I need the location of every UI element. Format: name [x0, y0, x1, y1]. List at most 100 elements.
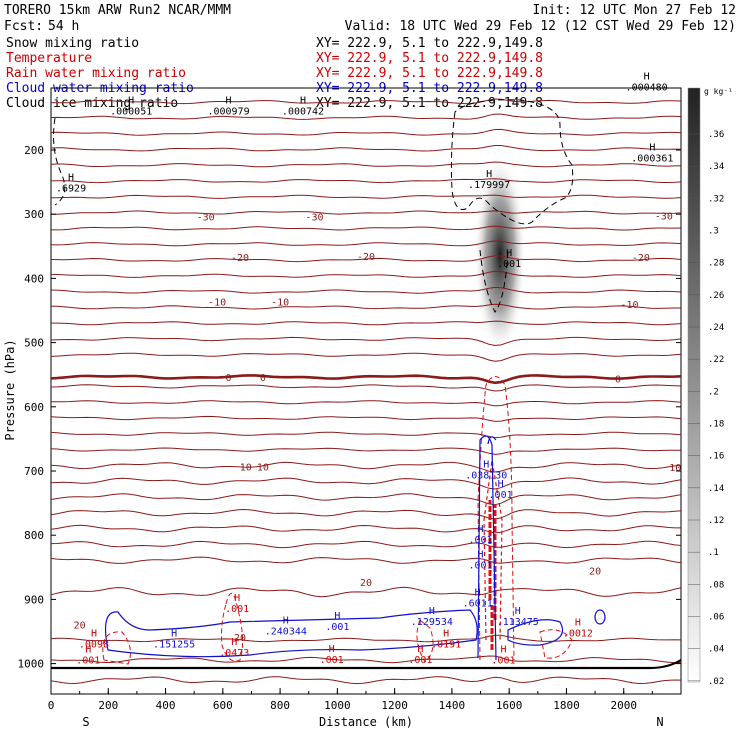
x-tick-label: 800 [270, 699, 290, 712]
y-tick-label: 300 [24, 208, 44, 221]
isotherm-line [50, 524, 681, 534]
south-marker: S [82, 715, 89, 729]
maximum-marker: H [500, 645, 506, 656]
maximum-marker: H [329, 644, 335, 655]
maximum-marker: H [506, 248, 512, 259]
isotherm-label: -20 [632, 253, 650, 264]
isotherm-line [50, 508, 682, 520]
x-tick-label: 400 [156, 699, 176, 712]
contour-labels: -30 -30 -30 -20 -20 -20 -10 -10 -10 0 0 0 10 10 10 20 20… [56, 71, 681, 666]
isotherm-line [50, 336, 682, 347]
maximum-value-label: .001 [468, 535, 492, 546]
isotherm-label: 20 [589, 566, 601, 577]
isotherm-line [50, 286, 682, 294]
y-tick-label: 600 [24, 401, 44, 414]
x-axis-title: Distance (km) [319, 715, 413, 729]
maximum-value-label: .000051 [110, 107, 152, 118]
isotherm-label: 20 [74, 620, 86, 631]
isotherm-label: -10 [620, 300, 638, 311]
isotherm-line [50, 431, 682, 439]
field-snow-name: Snow mixing ratio [6, 36, 139, 51]
y-tick-label: 200 [24, 144, 44, 157]
isotherm-line [50, 655, 682, 664]
isotherm-line [50, 352, 682, 362]
field-rain-name: Rain water mixing ratio [6, 66, 186, 81]
isotherm-label: 20 [234, 633, 246, 644]
x-tick-label: 1600 [496, 699, 523, 712]
y-tick-label: 900 [24, 593, 44, 606]
maximum-value-label: .001 [491, 656, 515, 667]
y-axis-title: Pressure (hPa) [3, 339, 17, 440]
field-rain-xy: XY= 222.9, 5.1 to 222.9,149.8 [316, 66, 543, 81]
cloud-ice-contour [479, 249, 509, 313]
maximum-value-label: .6929 [56, 184, 86, 195]
maximum-marker: H [644, 71, 650, 82]
maximum-value-label: .113475 [497, 617, 539, 628]
maximum-value-label: .000742 [282, 107, 324, 118]
cloud-ice-contour [450, 99, 574, 225]
maximum-value-label: .001 [468, 561, 492, 572]
colorbar-tick-label: .26 [708, 291, 724, 301]
maximum-marker: H [486, 169, 492, 180]
maximum-marker: H [475, 587, 481, 598]
rain-water-contour [102, 631, 131, 665]
isotherm-line [50, 556, 682, 564]
isotherm-line [51, 303, 681, 310]
cloud-water-contour [594, 609, 606, 625]
isotherm-line [50, 374, 682, 385]
maximum-value-label: .0012 [563, 629, 593, 640]
north-marker: N [656, 715, 663, 729]
y-tick-label: 500 [24, 337, 44, 350]
colorbar-tick-label: .02 [708, 677, 724, 687]
isotherm-label: 0 [226, 373, 232, 384]
maximum-marker: H [483, 460, 489, 471]
isotherm-label: 0 [615, 374, 621, 385]
isotherm-line [50, 477, 682, 490]
maximum-value-label: .0098 [79, 640, 109, 651]
isotherm-line [50, 461, 682, 473]
field-snow-xy: XY= 222.9, 5.1 to 222.9,149.8 [316, 36, 543, 51]
isotherm-line [50, 270, 682, 278]
isotherm-label: 0 [260, 373, 266, 384]
colorbar [687, 87, 701, 683]
colorbar-tick-label: .08 [708, 580, 724, 590]
forecast-label: Fcst: [4, 19, 43, 34]
isotherm-line [50, 255, 682, 263]
cloud-water-contour [507, 619, 564, 646]
isotherm-label: 10 [669, 463, 681, 474]
maximum-marker: H [85, 645, 91, 656]
init-time: Init: 12 UTC Mon 27 Feb 12 [533, 3, 737, 18]
isotherm-line [50, 225, 682, 231]
colorbar-tick-label: .18 [708, 420, 724, 430]
x-tick-label: 1200 [381, 699, 408, 712]
maximum-value-label: .240344 [265, 627, 307, 638]
ground-line [51, 659, 682, 670]
isotherm-line [51, 194, 682, 199]
maximum-marker: H [443, 629, 449, 640]
rain-water-contour [477, 376, 515, 661]
maximum-marker: H [300, 96, 306, 107]
isotherm-line [50, 676, 682, 685]
colorbar-unit: g kg⁻¹ [704, 87, 733, 96]
x-tick-label: 600 [213, 699, 233, 712]
x-tick-label: 2000 [610, 699, 637, 712]
x-tick-label: 1800 [553, 699, 580, 712]
maximum-value-label: .001 [489, 490, 513, 501]
maximum-marker: H [429, 606, 435, 617]
maximum-value-label: .001 [225, 604, 249, 615]
isotherm-line [50, 447, 682, 455]
maximum-value-label: .179997 [468, 180, 510, 191]
maximum-marker: H [478, 550, 484, 561]
colorbar-tick-label: .16 [708, 452, 724, 462]
cloud-water-contour [477, 435, 497, 661]
maximum-value-label: .000480 [626, 82, 668, 93]
maximum-marker: H [575, 618, 581, 629]
isotherm-group [50, 98, 682, 685]
y-tick-label: 1000 [18, 658, 45, 671]
maximum-value-label: .001 [76, 656, 100, 667]
valid-time: Valid: 18 UTC Wed 29 Feb 12 (12 CST Wed … [345, 19, 736, 34]
field-cloudice-xy: XY= 222.9, 5.1 to 222.9,149.8 [316, 96, 543, 111]
maximum-marker: H [231, 637, 237, 648]
field-temperature-name: Temperature [6, 51, 92, 66]
maximum-value-label: .000979 [207, 107, 249, 118]
